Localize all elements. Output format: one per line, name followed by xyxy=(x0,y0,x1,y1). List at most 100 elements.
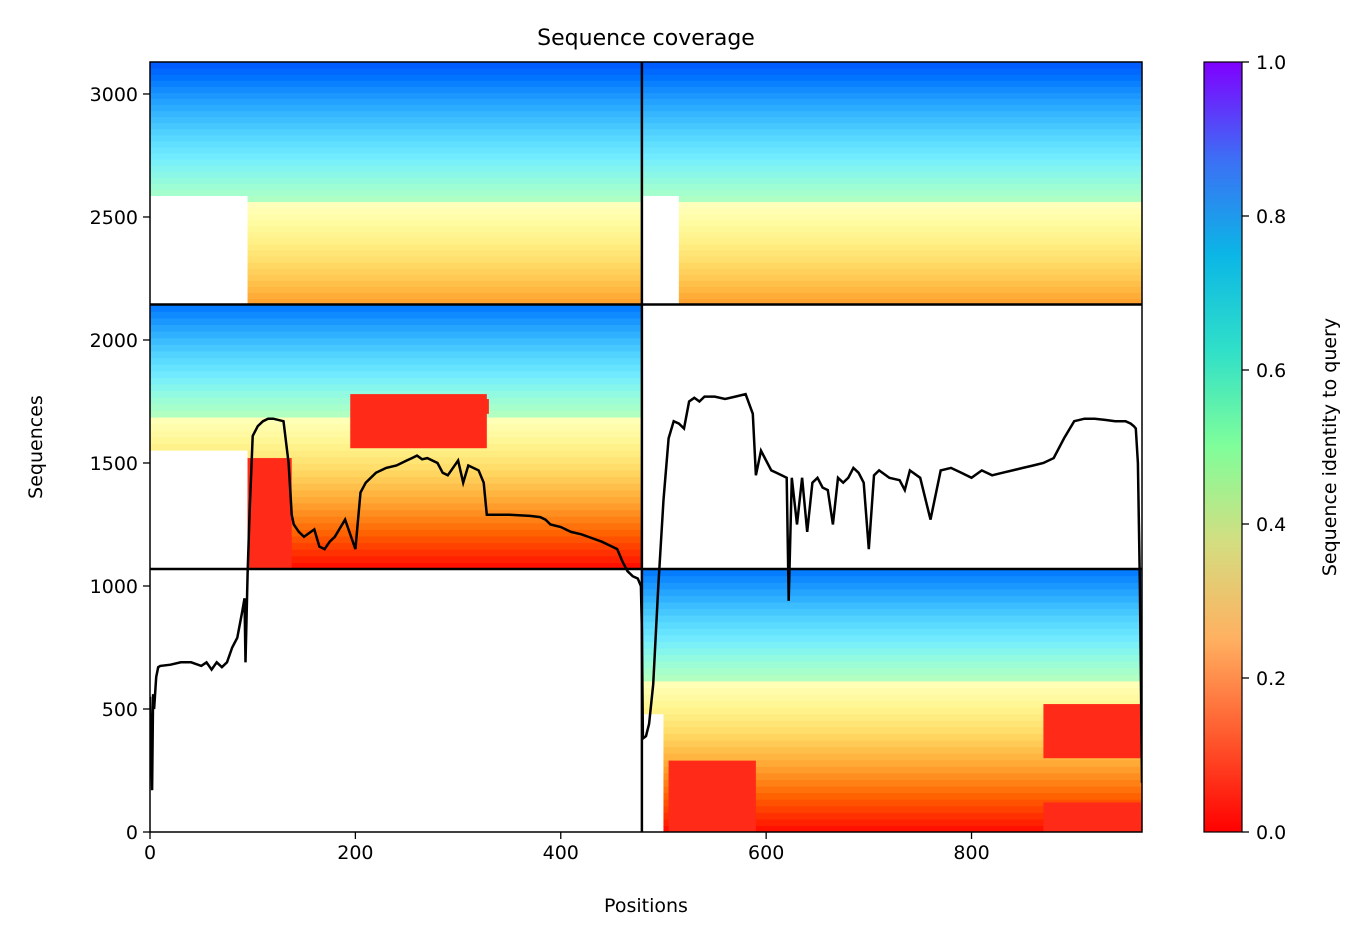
coverage-band xyxy=(247,529,643,537)
x-axis-label: Positions xyxy=(604,895,688,917)
coverage-band xyxy=(663,792,1142,800)
coverage-block-1 xyxy=(150,62,643,306)
coverage-band xyxy=(663,766,1142,774)
coverage-blocks xyxy=(150,62,1142,832)
coverage-band xyxy=(247,219,643,227)
coverage-band xyxy=(247,243,643,251)
coverage-band xyxy=(247,256,643,263)
coverage-band xyxy=(247,286,643,294)
coverage-band xyxy=(641,687,1142,695)
coverage-band xyxy=(641,575,1142,583)
plot-frame xyxy=(149,61,1143,833)
coverage-band xyxy=(150,159,643,166)
low-identity-region xyxy=(1043,802,1141,832)
coverage-band xyxy=(150,134,643,142)
coverage-band xyxy=(150,350,643,359)
coverage-band xyxy=(641,628,1142,636)
coverage-band xyxy=(678,237,1142,245)
coverage-band xyxy=(247,292,643,300)
coverage-band xyxy=(678,207,1142,215)
coverage-band xyxy=(663,799,1142,807)
coverage-line xyxy=(150,392,1142,791)
y-tick-label: 2000 xyxy=(90,330,138,352)
coverage-band xyxy=(247,456,643,464)
coverage-band xyxy=(150,377,643,385)
coverage-band xyxy=(663,812,1142,820)
coverage-band xyxy=(150,116,643,124)
coverage-band xyxy=(247,516,643,524)
coverage-band xyxy=(641,177,1142,184)
y-tick-label: 3000 xyxy=(90,84,138,106)
coverage-band xyxy=(678,249,1142,257)
coverage-band xyxy=(150,183,643,190)
coverage-band xyxy=(150,171,643,178)
coverage-band xyxy=(247,535,643,544)
coverage-band xyxy=(678,262,1142,269)
coverage-band xyxy=(150,177,643,184)
coverage-band xyxy=(150,357,643,365)
coverage-band xyxy=(150,92,643,99)
coverage-band xyxy=(150,311,643,319)
coverage-band xyxy=(641,582,1142,590)
coverage-band xyxy=(150,86,643,93)
coverage-band xyxy=(150,110,643,118)
y-tick-label: 500 xyxy=(102,699,138,721)
coverage-band xyxy=(641,62,1142,69)
y-tick-label: 2500 xyxy=(90,207,138,229)
coverage-band xyxy=(641,647,1142,656)
coverage-band xyxy=(150,152,643,160)
coverage-band xyxy=(663,733,1142,741)
low-identity-region xyxy=(1043,704,1141,759)
coverage-band xyxy=(150,364,643,372)
coverage-band xyxy=(641,608,1142,616)
coverage-band xyxy=(641,667,1142,675)
colorbar-ticks: 0.0 0.2 0.4 0.6 0.8 1.0 xyxy=(1242,52,1286,844)
coverage-band xyxy=(247,237,643,245)
coverage-band xyxy=(678,286,1142,294)
coverage-band xyxy=(150,146,643,154)
coverage-block-4 xyxy=(641,569,1142,832)
coverage-band xyxy=(150,74,643,81)
coverage-band xyxy=(641,146,1142,154)
coverage-band xyxy=(641,183,1142,190)
coverage-band xyxy=(247,549,643,557)
colorbar-tick-label: 1.0 xyxy=(1256,52,1286,74)
coverage-band xyxy=(678,195,1142,203)
coverage-band xyxy=(641,654,1142,662)
colorbar-tick-label: 0.2 xyxy=(1256,668,1286,690)
coverage-band xyxy=(247,489,643,497)
colorbar-label: Sequence identity to query xyxy=(1319,318,1341,576)
coverage-band xyxy=(150,337,643,345)
coverage-band xyxy=(641,92,1142,99)
coverage-band xyxy=(641,641,1142,649)
coverage-band xyxy=(247,463,643,471)
coverage-band xyxy=(150,331,643,339)
coverage-band xyxy=(641,165,1142,172)
coverage-band xyxy=(641,98,1142,106)
coverage-band xyxy=(247,522,643,530)
coverage-block-2 xyxy=(641,62,1142,306)
y-tick-label: 1000 xyxy=(90,576,138,598)
coverage-band xyxy=(641,595,1142,603)
coverage-band xyxy=(641,140,1142,148)
y-tick-label: 1500 xyxy=(90,453,138,475)
coverage-band xyxy=(247,201,643,209)
colorbar-tick-label: 0.8 xyxy=(1256,206,1286,228)
coverage-band xyxy=(641,104,1142,112)
coverage-band xyxy=(678,274,1142,281)
coverage-band xyxy=(678,280,1142,287)
coverage-band xyxy=(641,588,1142,596)
coverage-band xyxy=(663,720,1142,728)
coverage-band xyxy=(641,74,1142,81)
coverage-band xyxy=(641,189,1142,197)
coverage-band xyxy=(150,104,643,112)
coverage-band xyxy=(641,674,1142,682)
colorbar-tick-label: 0.4 xyxy=(1256,514,1286,536)
y-axis-ticks: 0 500 1000 1500 2000 2500 3000 xyxy=(90,84,150,844)
coverage-band xyxy=(641,634,1142,642)
coverage-band xyxy=(150,62,643,69)
coverage-band xyxy=(150,324,643,332)
coverage-band xyxy=(247,450,643,458)
coverage-band xyxy=(247,195,643,203)
coverage-band xyxy=(641,80,1142,87)
